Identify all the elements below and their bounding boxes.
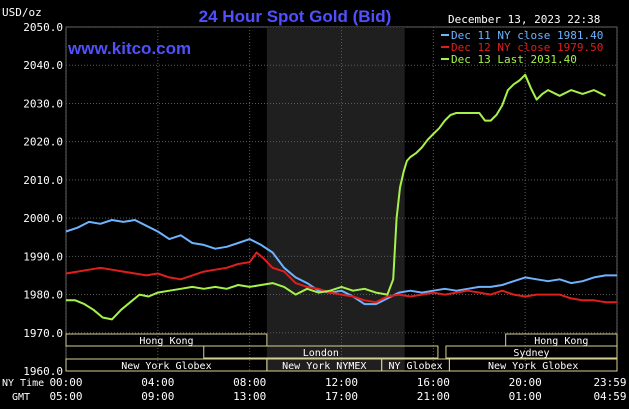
x-tick-label-ny: 08:00: [233, 376, 266, 389]
session-box: [448, 358, 618, 372]
x-tick-label-gmt: 17:00: [325, 390, 358, 403]
series-lines: [65, 73, 617, 321]
series-line-1: [65, 251, 617, 304]
session-box: [203, 345, 439, 359]
y-tick-label: 2050.0: [23, 21, 63, 34]
session-label: Sydney: [513, 348, 549, 359]
legend-label: Dec 13 Last 2031.40: [451, 53, 577, 66]
x-tick-label-ny: 23:59: [593, 376, 626, 389]
series-line-0: [65, 219, 617, 306]
y-tick-label: 2040.0: [23, 59, 63, 72]
x-tick-label-gmt: 05:00: [49, 390, 82, 403]
y-tick-label: 2020.0: [23, 136, 63, 149]
session-box: [65, 333, 268, 347]
session-label: Hong Kong: [534, 336, 588, 347]
watermark: www.kitco.com: [67, 39, 191, 58]
y-tick-label: 1990.0: [23, 250, 63, 263]
session-label: New York NYMEX: [282, 361, 366, 372]
grid-lines: [65, 26, 618, 372]
x-tick-label-ny: 20:00: [509, 376, 542, 389]
y-tick-label: 1960.0: [23, 365, 63, 378]
y-tick-label: 2010.0: [23, 174, 63, 187]
x-tick-label-gmt: 13:00: [233, 390, 266, 403]
x-tick-label-ny: 04:00: [141, 376, 174, 389]
x-tick-label-gmt: 04:59: [593, 390, 626, 403]
y-tick-labels: 1960.0 1970.0 1980.0 1990.0 2000.0 2010.0 2020…: [23, 21, 63, 378]
session-box: [445, 345, 618, 359]
y-tick-label: 2030.0: [23, 97, 63, 110]
session-label: New York Globex: [488, 361, 578, 372]
session-label: New York Globex: [121, 361, 211, 372]
series-line-2: [66, 73, 606, 321]
x-tick-label-gmt: 21:00: [417, 390, 450, 403]
legend-label: Dec 11 NY close 1981.40: [451, 29, 603, 42]
x-tick-label-gmt: 01:00: [509, 390, 542, 403]
x-tick-label-ny: 00:00: [49, 376, 82, 389]
y-tick-label: 2000.0: [23, 212, 63, 225]
x-tick-label-gmt: 09:00: [141, 390, 174, 403]
session-boxes: Hong Kong Hong Kong London Sydney New York G…: [65, 333, 618, 372]
overnight-shade: [266, 27, 405, 371]
unit-label: USD/oz: [2, 6, 42, 19]
gmt-label: GMT: [12, 392, 30, 403]
session-label: London: [303, 348, 339, 359]
legend-label: Dec 12 NY close 1979.50: [451, 41, 603, 54]
session-label: Hong Kong: [139, 336, 193, 347]
x-tick-label-ny: 16:00: [417, 376, 450, 389]
session-label: NY Globex: [388, 361, 442, 372]
chart-title: 24 Hour Spot Gold (Bid): [199, 7, 392, 26]
ny-time-label: NY Time: [2, 378, 44, 389]
y-tick-label: 1980.0: [23, 289, 63, 302]
chart-date: December 13, 2023 22:38: [448, 13, 600, 26]
y-tick-label: 1970.0: [23, 327, 63, 340]
x-tick-label-ny: 12:00: [325, 376, 358, 389]
